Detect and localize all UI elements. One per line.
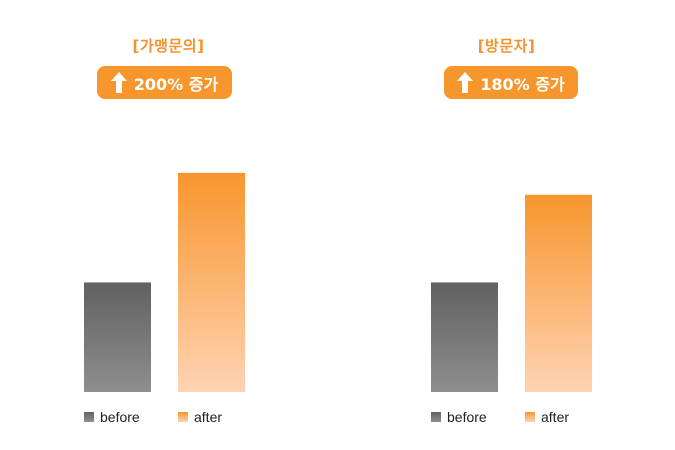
visitors-panel: [방문자] 180% 증가 before after [338,0,675,450]
legend-label-after: after [194,409,223,425]
legend-label-after: after [541,409,570,425]
legend-swatch-after [525,412,535,422]
increase-badge: 180% 증가 [444,66,578,99]
legend-before: before [431,409,487,425]
legend-after: after [525,409,569,425]
inquiries-panel: [가맹문의] 200% 증가 before after [0,0,337,450]
increase-badge: 200% 증가 [97,66,232,99]
bar-chart [84,172,245,392]
legend-swatch-after [178,412,188,422]
legend-before: before [84,409,140,425]
bar-before [431,282,498,392]
legend-after: after [178,409,222,425]
legend-label-before: before [447,409,487,425]
increase-text: 200% 증가 [133,74,219,94]
chart-title: [방문자] [477,37,536,55]
legend-swatch-before [431,412,441,422]
arrow-up-icon [457,72,474,93]
bar-after [178,172,245,392]
bar-chart [431,194,592,392]
legend-label-before: before [100,409,140,425]
legend-swatch-before [84,412,94,422]
arrow-up-icon [110,72,127,93]
bar-after [525,194,592,392]
bar-before [84,282,151,392]
chart-title: [가맹문의] [132,37,205,55]
increase-text: 180% 증가 [480,74,565,94]
